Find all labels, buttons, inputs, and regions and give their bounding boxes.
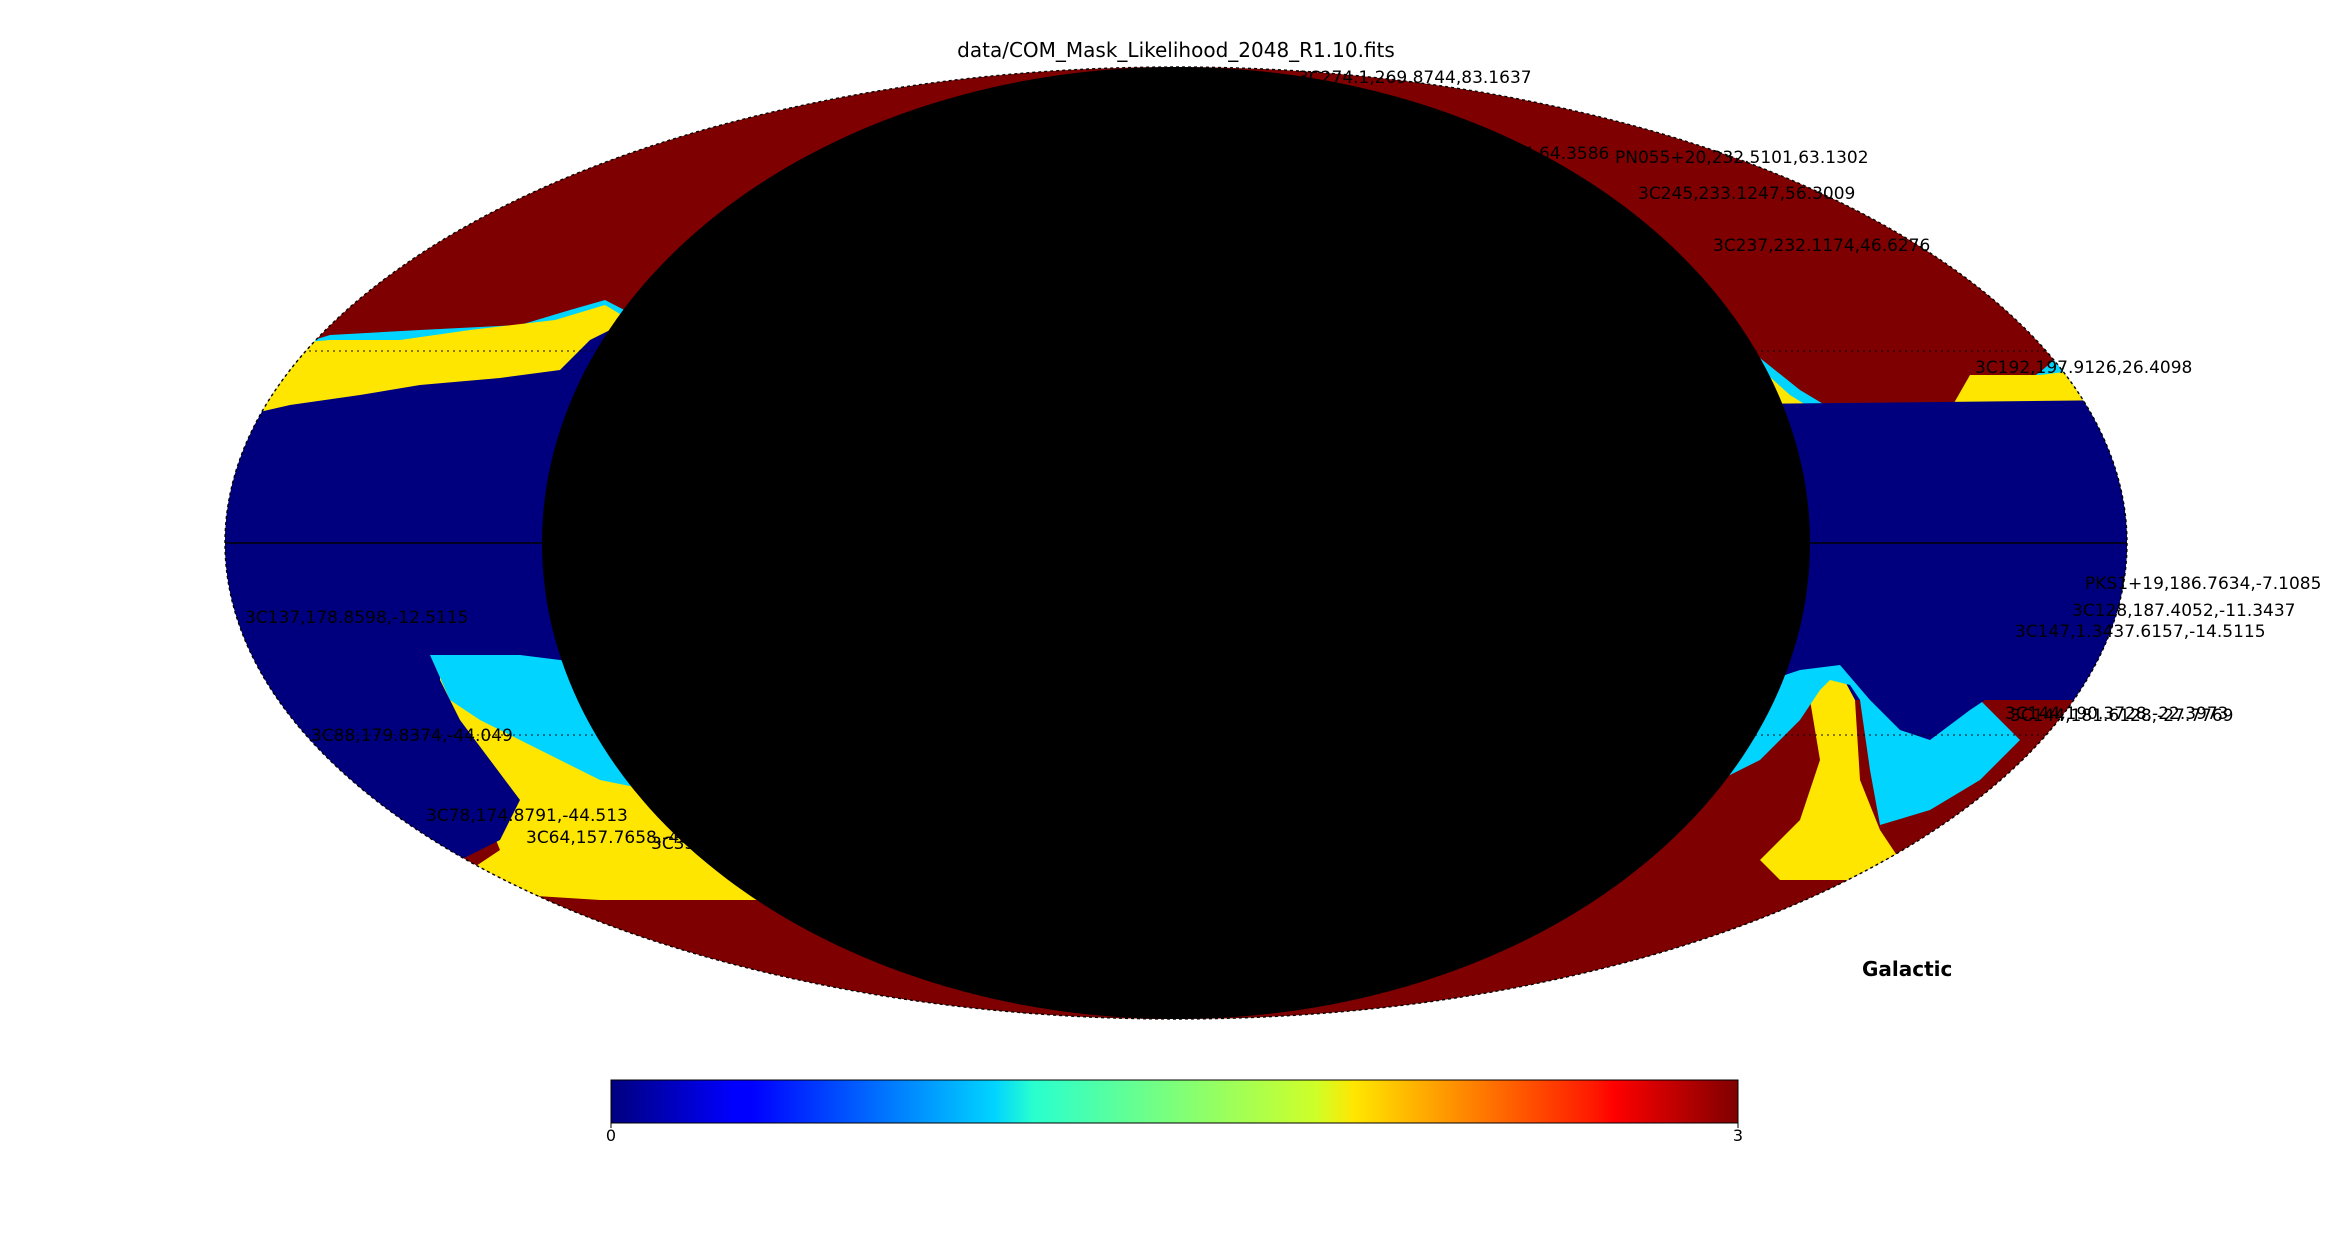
plot-title: data/COM_Mask_Likelihood_2048_R1.10.fits [957,38,1395,62]
source-label: 3C333,37.3001,42.9721 [1014,258,1221,278]
source-label: 3C144,190.3728,-22.3973 [2005,704,2229,724]
source-label: 3C147,1.3437.6157,-14.5115 [2015,622,2266,642]
source-label: 3C64,157.7658,-48.2032 [526,828,739,848]
colorbar-max-label: 3 [1733,1126,1743,1145]
map-outline [224,66,2128,1020]
source-label: 3C137,178.8598,-12.5115 [245,608,469,628]
source-label: 3C237,232.1174,46.6276 [1713,236,1930,256]
sky-map [225,67,2127,1019]
source-label: 3C273,289.9484,64.3586 [1392,144,1609,164]
colorbar-gradient [610,1079,1739,1124]
source-label: 3C123,65.39.3131,17.719 [973,413,1196,433]
colorbar-min-label: 0 [606,1126,616,1145]
source-label: 3C409,63.3985,-6.1223 [841,566,1043,586]
source-label: 3C128,187.4052,-11.3437 [2072,601,2296,621]
source-labels: 3C274.1,269.8744,83.1637 3C273,289.9484,… [245,68,2321,874]
source-label: 3C18,118.6218,-52.7266 [716,854,929,874]
source-label: 3C192,197.9126,26.4098 [1975,358,2192,378]
source-label: 3C318,29.9821,54.7856 [1062,192,1269,212]
source-label: 3C245,233.1247,56.3009 [1638,184,1855,204]
colorbar: 0 3 [606,1079,1743,1145]
source-label: 3C78,174.8791,-44.513 [426,806,628,826]
source-label: 3C274.1,269.8744,83.1637 [1298,68,1532,88]
source-label: 3C88,179.8374,-44.049 [311,726,513,746]
source-label: 3C144,181.6128,-27.7769 [2010,706,2234,726]
source-label: 3C33,129.4481,-49.3244 [651,834,864,854]
source-label: PKS1+19,186.7634,-7.1085 [2085,574,2321,594]
coordinate-system-label: Galactic [1862,957,1952,981]
source-label: PN055+20,232.5101,63.1302 [1615,148,1869,168]
source-label: 3C345,34.5605,58.305 [1036,174,1232,194]
source-label: 3C454.0,88.1001,-35.99413 [765,756,1005,776]
source-label: 3C298,22.971,20.1769 [1064,340,1260,360]
source-label: 3C433,74.4772,-17.695 [792,642,994,662]
source-label: 3C310,38.5004,60.1098 [1043,164,1250,184]
